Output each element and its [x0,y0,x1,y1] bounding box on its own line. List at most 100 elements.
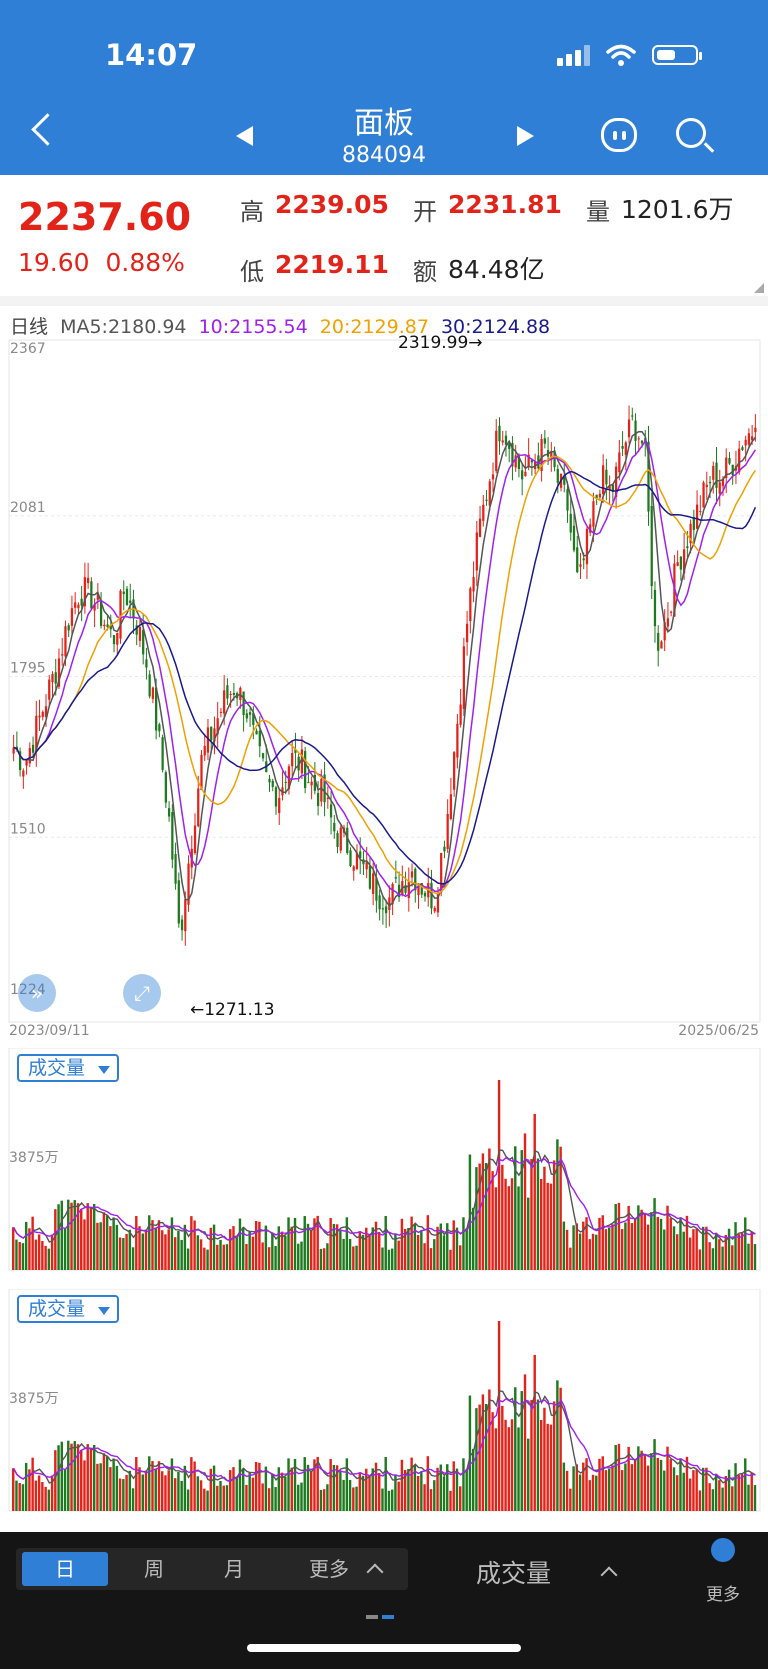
volume-bar [161,1230,164,1270]
volume-bar [439,1464,442,1511]
more-button[interactable]: 更多 [706,1585,740,1605]
volume-bar [60,1441,64,1511]
volume-bar [462,1458,465,1511]
next-icon[interactable] [517,126,534,146]
volume-bar [624,1222,627,1270]
tab-day[interactable]: 日 [22,1552,108,1586]
volume-bar [753,1244,757,1270]
volume-bar [241,1227,245,1270]
volume-bar [688,1237,692,1270]
candle-body [465,623,469,643]
volume-bar [303,1216,306,1270]
volume-bar [750,1231,753,1270]
chevron-up-icon[interactable] [366,1563,384,1581]
candle-body [25,760,28,766]
volume-bar [614,1203,617,1270]
previous-icon[interactable] [236,126,253,146]
volume-bar [591,1233,595,1270]
volume-bar [89,1448,93,1511]
section-divider [0,296,768,306]
candle-body [725,457,728,479]
volume-bar [701,1467,705,1511]
tab-week[interactable]: 周 [144,1557,164,1581]
volume-bar [319,1489,323,1511]
candle-body [103,624,106,627]
tab-more[interactable]: 更多 [309,1557,349,1581]
app-header: 14:07 面板 884094 [0,0,768,175]
search-icon[interactable] [676,118,706,148]
candle-body [151,687,155,699]
volume-bar [378,1232,381,1270]
candle-body [634,420,637,441]
volume-bar [727,1469,731,1511]
volume-bar [630,1223,634,1270]
volume-bar [679,1218,682,1270]
volume-bar [154,1227,157,1270]
candle-body [440,852,443,893]
fast-forward-icon[interactable]: » [18,974,56,1012]
volume-bar [261,1483,264,1511]
candle-body [650,506,653,587]
volume-bar [86,1203,89,1270]
candle-body [12,747,15,754]
candle-body [563,477,566,485]
volume-chart-1[interactable]: 3875万 [0,1048,768,1274]
volume-bar [397,1481,400,1511]
volume-bar [254,1461,258,1511]
volume-indicator-button-2[interactable]: 成交量 [17,1295,119,1323]
volume-bar [627,1446,630,1511]
volume-bar [271,1232,274,1270]
volume-bar [73,1441,76,1511]
candle-body [336,833,339,848]
indicator-selector[interactable]: 成交量 [476,1559,552,1588]
candle-body [491,474,495,480]
candle-body [329,804,333,818]
volume-bar [12,1227,15,1270]
volume-bar [352,1487,355,1511]
candle-body [77,604,80,609]
kline-chart[interactable]: 2367 2081 1795 1510 1224 2319.99→ ←1271.13 202… [0,335,768,1035]
candle-body [349,850,352,867]
status-icons [557,44,702,66]
volume-bar [436,1467,439,1511]
volume-bar [436,1226,439,1270]
volume-chart-2[interactable]: 3875万 [0,1289,768,1515]
volume-bar [225,1485,229,1511]
volume-bar [254,1220,258,1270]
volume-bar [494,1428,498,1511]
candle-body [210,726,213,741]
candle-body [404,885,407,893]
tab-month[interactable]: 月 [224,1557,244,1581]
volume-bar [371,1227,374,1270]
volume-bar [546,1423,549,1511]
volume-bar [685,1215,689,1270]
volume-bar [358,1473,362,1511]
candle-body [501,440,504,443]
assistant-icon[interactable] [601,118,637,152]
expand-corner-icon[interactable] [754,283,764,293]
ma30-value: 30:2124.88 [440,316,551,338]
volume-bar [429,1248,433,1270]
volume-bar [452,1461,455,1511]
volume-bar [173,1478,177,1511]
volume-bar [193,1461,196,1511]
y-tick-label: 1795 [10,661,46,677]
candle-body [663,622,666,641]
more-icon[interactable] [711,1538,735,1562]
fullscreen-icon[interactable]: ⤢ [123,974,161,1012]
volume-indicator-label-2: 成交量 [28,1298,86,1320]
volume-bar [361,1475,365,1511]
volume-bar [530,1159,533,1270]
volume-bar [271,1473,274,1511]
high-label: 高 [240,198,264,226]
volume-bar [131,1488,135,1511]
candle-body [631,415,634,417]
volume-indicator-button-1[interactable]: 成交量 [17,1054,119,1082]
volume-bar [167,1229,170,1270]
volume-bar [186,1489,190,1511]
candle-body [478,518,482,537]
candle-body [167,808,171,817]
volume-bar [63,1227,67,1270]
candle-body [384,906,388,914]
volume-bar [446,1223,449,1270]
